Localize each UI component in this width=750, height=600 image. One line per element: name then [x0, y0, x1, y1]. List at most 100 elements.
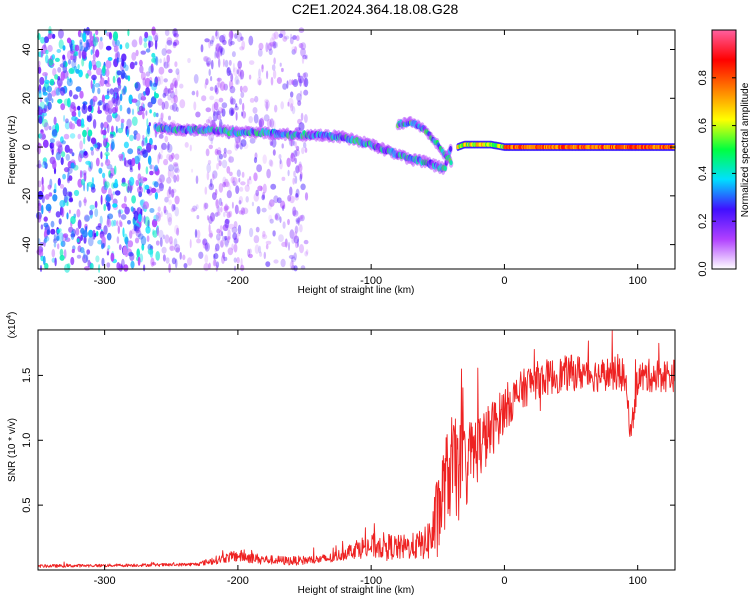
spectrogram-noise-cell — [83, 250, 86, 259]
spectrogram-noise-cell — [100, 151, 103, 160]
spectrogram-noise-cell — [228, 154, 231, 163]
spectrogram-noise-cell — [127, 126, 130, 135]
spectrogram-noise-cell — [158, 152, 161, 160]
spectrogram-noise-cell — [296, 145, 300, 152]
spectrogram-noise-cell — [206, 215, 210, 221]
spectrogram-noise-cell — [249, 227, 254, 238]
spectrogram-noise-cell — [291, 46, 297, 52]
spectrogram-noise-cell — [204, 243, 209, 250]
spectrogram-noise-cell — [173, 163, 179, 173]
spectrogram-noise-cell — [51, 98, 54, 103]
spectrogram-noise-cell — [204, 202, 209, 209]
spectrogram-noise-cell — [115, 45, 119, 52]
spectrogram-noise-cell — [59, 184, 65, 189]
spectrogram-x-tick-label: 100 — [629, 275, 647, 287]
spectrogram-noise-cell — [220, 201, 224, 207]
spectrogram-noise-cell — [120, 118, 125, 124]
spectrogram-noise-cell — [109, 133, 114, 139]
spectrogram-noise-cell — [216, 261, 220, 269]
spectrogram-noise-cell — [79, 41, 83, 52]
spectrogram-noise-cell — [53, 116, 57, 126]
spectrogram-noise-cell — [295, 241, 299, 249]
spectrogram-noise-cell — [90, 149, 94, 156]
spectrogram-noise-cell — [272, 41, 277, 49]
spectrogram-noise-cell — [145, 48, 151, 53]
snr-y-tick-label: 1.5 — [21, 368, 33, 383]
spectrogram-noise-cell — [281, 143, 284, 149]
spectrogram-noise-cell — [95, 49, 100, 58]
spectrogram-noise-cell — [142, 135, 145, 140]
spectrogram-noise-cell — [51, 54, 56, 60]
spectrogram-noise-cell — [88, 236, 94, 247]
spectrogram-noise-cell — [148, 65, 154, 74]
spectrogram-noise-cell — [219, 35, 226, 43]
spectrogram-noise-cell — [289, 195, 295, 204]
spectrogram-noise-cell — [261, 194, 266, 201]
spectrogram-noise-cell — [103, 225, 108, 235]
spectrogram-noise-cell — [216, 233, 221, 241]
spectrogram-noise-cell — [279, 62, 282, 67]
spectrogram-noise-cell — [280, 101, 285, 110]
spectrogram-noise-cell — [287, 169, 290, 177]
spectrogram-noise-cell — [208, 144, 213, 150]
spectrogram-noise-cell — [151, 26, 156, 36]
spectrogram-noise-cell — [210, 212, 215, 222]
spectrogram-noise-cell — [278, 33, 283, 39]
spectrogram-noise-cell — [214, 259, 217, 267]
spectrogram-noise-cell — [93, 233, 97, 238]
spectrogram-noise-cell — [99, 233, 104, 239]
spectrogram-noise-cell — [63, 167, 70, 173]
spectrogram-noise-cell — [133, 224, 137, 232]
spectrogram-noise-cell — [304, 147, 308, 153]
spectrogram-noise-cell — [242, 85, 248, 93]
spectrogram-noise-cell — [292, 177, 296, 185]
spectrogram-noise-cell — [106, 219, 112, 228]
spectrogram-noise-cell — [127, 148, 134, 155]
spectrogram-noise-cell — [141, 148, 147, 155]
spectrogram-noise-cell — [102, 104, 107, 111]
spectrogram-noise-cell — [292, 35, 297, 40]
spectrogram-noise-cell — [195, 204, 199, 210]
spectrogram-noise-cell — [152, 230, 158, 238]
spectrogram-x-ticks: -300 -200 -100 0 100 — [94, 30, 647, 287]
spectrogram-noise-cell — [43, 222, 49, 228]
spectrogram-noise-cell — [118, 244, 122, 251]
spectrogram-noise-cell — [52, 159, 57, 170]
spectrogram-noise-cell — [134, 155, 140, 165]
spectrogram-noise-cell — [38, 89, 42, 99]
spectrogram-noise-cell — [92, 44, 95, 54]
spectrogram-noise-cell — [74, 44, 80, 52]
spectrogram-noise-cell — [159, 174, 165, 184]
spectrogram-noise-cell — [247, 178, 253, 185]
spectrogram-noise-cell — [174, 168, 180, 174]
spectrogram-noise-cell — [293, 252, 297, 261]
spectrogram-noise-cell — [147, 155, 152, 165]
spectrogram-noise-cell — [52, 238, 58, 244]
spectrogram-noise-cell — [229, 109, 234, 115]
spectrogram-noise-cell — [237, 224, 242, 235]
spectrogram-noise-cell — [282, 36, 288, 42]
spectrogram-noise-cell — [213, 110, 216, 117]
spectrogram-noise-cell — [96, 67, 102, 76]
spectrogram-noise-cell — [129, 230, 133, 239]
spectrogram-noise-cell — [104, 151, 110, 157]
spectrogram-noise-cell — [161, 142, 167, 150]
spectrogram-noise-cell — [238, 137, 242, 144]
spectrogram-noise-cell — [147, 124, 150, 135]
spectrogram-noise-cell — [120, 265, 123, 270]
spectrogram-noise-cell — [212, 192, 217, 201]
spectrogram-noise-cell — [230, 30, 234, 40]
spectrogram-noise-cell — [89, 204, 95, 210]
spectrogram-noise-cell — [77, 63, 80, 70]
spectrogram-noise-cell — [295, 188, 300, 198]
spectrogram-noise-cell — [293, 170, 296, 178]
spectrogram-noise-cell — [42, 72, 48, 77]
spectrogram-noise-cell — [271, 138, 277, 148]
spectrogram-noise-cell — [221, 108, 226, 117]
spectrogram-noise-cell — [268, 159, 273, 167]
spectrogram-noise-cell — [290, 33, 293, 40]
spectrogram-noise-cell — [218, 230, 223, 237]
spectrogram-noise-cell — [228, 156, 235, 163]
spectrogram-noise-cell — [218, 160, 222, 167]
colorbar-tick-label: 0.0 — [697, 261, 709, 276]
